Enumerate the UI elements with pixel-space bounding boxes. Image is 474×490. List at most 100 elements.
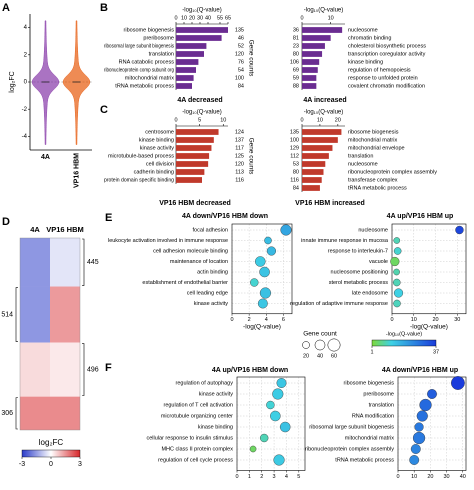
heatmap-cell [50, 286, 80, 343]
category-label: kinase binding [348, 59, 383, 65]
bubble [393, 288, 404, 298]
gene-count: 76 [238, 59, 244, 65]
category-label: mitochondrial matrix [348, 137, 397, 143]
category-label: actin binding [197, 269, 228, 275]
bubble [272, 388, 284, 400]
bar [302, 177, 322, 183]
x-tick-label: 2 [248, 317, 251, 323]
x-tick-label: 0 [300, 117, 303, 123]
category-label: translation [348, 153, 373, 159]
legend-label: 40 [317, 353, 323, 359]
bar [302, 59, 320, 65]
x-tick-label: 40 [205, 15, 211, 21]
x-tick-label: 0 [174, 117, 177, 123]
category-label: mitochondrial matrix [345, 435, 394, 441]
x-tick-label: 30 [454, 317, 460, 323]
bubble [260, 433, 269, 443]
heatmap-cell [50, 238, 80, 287]
cluster-size: 496 [87, 366, 99, 373]
cluster-bracket [15, 287, 18, 342]
category-label: microtubule-based process [108, 153, 174, 159]
gene-count: 69 [293, 67, 299, 73]
x-tick-label: 0 [300, 15, 303, 21]
x-tick-label: 10 [181, 15, 187, 21]
x-axis-label: -log₁₀(Q-value) [182, 8, 222, 14]
bar [302, 27, 343, 33]
heatmap-cell [50, 342, 80, 397]
gene-count: 81 [293, 35, 299, 41]
chart-title: 4A decreased [177, 97, 222, 104]
y-tick-label: 4 [24, 25, 28, 31]
heatmap-cell [20, 396, 50, 430]
bar [176, 137, 214, 143]
bar [302, 153, 329, 159]
category-label: kinase activity [194, 301, 228, 307]
category-label: translation [369, 402, 394, 408]
category-label: regulation of hemopoiesis [348, 67, 411, 73]
bar [302, 83, 317, 89]
colorbar-tick-label: 37 [433, 349, 439, 355]
category-label: late endosome [352, 290, 388, 296]
gene-count: 46 [238, 35, 244, 41]
category-label: tRNA metabolic process [335, 457, 394, 463]
colorbar [371, 339, 437, 347]
bar [176, 161, 209, 167]
bubble [270, 410, 281, 422]
gene-count: 52 [238, 43, 244, 49]
gene-count: 120 [235, 161, 244, 167]
category-label: protein domain specific binding [104, 177, 174, 183]
plot-frame [391, 223, 467, 315]
bar [176, 153, 210, 159]
gene-count: 135 [235, 27, 244, 33]
bar [302, 185, 320, 191]
x-tick-label: 65 [225, 15, 231, 21]
cluster-size: 306 [1, 410, 13, 417]
bar [176, 177, 202, 183]
bubble [410, 444, 421, 454]
category-label: RNA catabolic process [119, 59, 175, 65]
category-label: maintenance of location [170, 259, 228, 265]
category-label: regulation of adaptive immune response [290, 301, 388, 307]
bubble [393, 299, 401, 308]
category-label: kinase activity [199, 391, 233, 397]
category-label: tRNA metabolic process [348, 185, 407, 191]
cluster-size: 445 [87, 259, 99, 266]
category-label: innate immune response in mucosa [301, 238, 389, 244]
category-label: nucleosome [358, 227, 388, 233]
cluster-bracket [15, 397, 18, 430]
bar [302, 75, 317, 81]
x-tick-label: 0 [235, 474, 238, 480]
x-axis-label: -log₁₀(Q-value) [182, 110, 222, 116]
heatmap-frame [19, 237, 81, 431]
chart-title: 4A down/VP16 HBM down [182, 213, 268, 220]
bar [302, 161, 326, 167]
bubble [259, 266, 270, 278]
column-label: VP16 HBM [46, 225, 84, 234]
count-axis-label: Gene counts [247, 40, 254, 78]
x-axis-label: -log₁₀(Q-value) [304, 8, 344, 14]
x-tick-label: 10 [328, 15, 334, 21]
x-tick-label: 3 [273, 474, 276, 480]
gene-count: 125 [235, 153, 244, 159]
category-label: ribosomal large subunit biogenesis [309, 424, 394, 430]
bubble [266, 400, 275, 410]
bar [176, 83, 192, 89]
bubble [412, 431, 426, 445]
gene-count: 120 [235, 51, 244, 57]
x-tick-label: 10 [411, 317, 417, 323]
category-label: regulation of cell cycle process [158, 457, 233, 463]
x-tick-label: 20 [335, 117, 341, 123]
legend-bubble [302, 341, 310, 349]
bar [176, 67, 196, 73]
category-label: leukocyte activation involved in immune … [108, 238, 228, 244]
category-label: centrosome [145, 129, 174, 135]
x-axis-label: -log₁₀(Q-value) [304, 110, 344, 116]
plot-frame [236, 376, 306, 471]
cluster-size: 514 [1, 311, 13, 318]
gene-count: 100 [290, 137, 299, 143]
bar [302, 51, 323, 57]
category-label: transferase complex [348, 177, 398, 183]
category-label: focal adhesion [193, 227, 228, 233]
category-label: mitochondrial envelope [348, 145, 405, 151]
